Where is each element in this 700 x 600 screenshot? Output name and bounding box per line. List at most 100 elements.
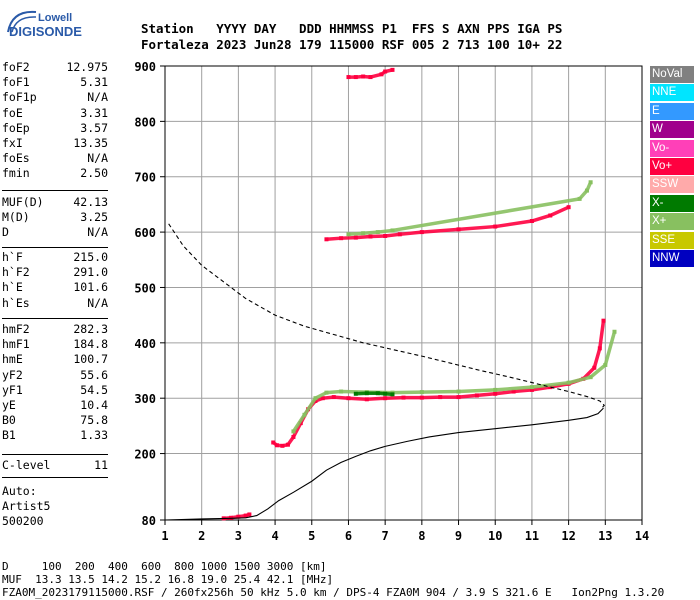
- echo-point: [397, 232, 402, 237]
- param-row-mufd: MUF(D) 42.13: [2, 195, 108, 211]
- echo-point: [566, 205, 571, 210]
- profile-dashed-line: [168, 223, 605, 409]
- param-value: N/A: [87, 225, 108, 240]
- param-label: D: [2, 225, 9, 240]
- param-label: hmF2: [2, 322, 30, 336]
- param-value: 12.975: [66, 60, 108, 74]
- x-tick-label: 5: [308, 529, 315, 543]
- x-tick-label: 10: [488, 529, 502, 543]
- param-row-fmin: fmin 2.50: [2, 166, 108, 182]
- echo-point: [419, 230, 424, 235]
- param-label: h`F2: [2, 265, 30, 280]
- echo-point: [474, 393, 479, 398]
- x-tick-label: 1: [161, 529, 168, 543]
- echo-point: [324, 237, 329, 242]
- echo-point: [390, 392, 395, 397]
- echo-point: [291, 429, 296, 434]
- param-row-foes: foEs N/A: [2, 151, 108, 167]
- echo-point: [588, 375, 593, 380]
- y-tick-label: 700: [134, 171, 156, 185]
- param-label: yE: [2, 398, 16, 412]
- echo-point: [339, 389, 344, 394]
- param-row-yf2: yF2 55.6: [2, 368, 108, 384]
- echo-point: [375, 391, 380, 396]
- echo-point: [324, 390, 329, 395]
- legend-item-x: X+: [650, 213, 694, 231]
- param-value: 3.57: [80, 120, 108, 135]
- param-separator: [2, 477, 108, 478]
- param-label: h`E: [2, 280, 23, 295]
- param-label: h`Es: [2, 295, 30, 310]
- param-label: B0: [2, 413, 16, 428]
- y-tick-label: 300: [134, 392, 156, 406]
- echo-point: [368, 75, 373, 80]
- param-label: foF2: [2, 60, 30, 74]
- param-label: yF2: [2, 367, 23, 382]
- echo-point: [456, 227, 461, 232]
- x-tick-label: 2: [198, 529, 205, 543]
- param-value: 3.31: [80, 105, 108, 120]
- footer-muf-row: MUF 13.3 13.5 14.2 15.2 16.8 19.0 25.4 4…: [2, 573, 334, 586]
- echo-point: [511, 389, 516, 394]
- param-row-hmf2: hmF2 282.3: [2, 322, 108, 338]
- param-row-hf2: h`F2 291.0: [2, 265, 108, 281]
- echo-point: [331, 395, 336, 400]
- echo-point: [612, 329, 617, 334]
- echo-point: [456, 395, 461, 400]
- legend-item-w: W: [650, 121, 694, 139]
- echo-point: [361, 74, 366, 79]
- echo-point: [577, 196, 582, 201]
- param-separator: [2, 247, 108, 248]
- echo-point: [313, 396, 318, 401]
- param-label: hmF1: [2, 337, 30, 352]
- echo-point: [390, 228, 395, 233]
- echo-point: [548, 213, 553, 218]
- param-row-b1: B1 1.33: [2, 428, 108, 444]
- x-tick-label: 14: [635, 529, 649, 543]
- echo-point: [383, 233, 388, 238]
- echo-point: [383, 391, 388, 396]
- auto-scaling-line: 500200: [2, 514, 44, 528]
- y-tick-label: 800: [134, 115, 156, 129]
- x-tick-label: 3: [235, 529, 242, 543]
- echo-point: [383, 69, 388, 74]
- param-row-yf1: yF1 54.5: [2, 383, 108, 399]
- param-row-fof1: foF1 5.31: [2, 75, 108, 91]
- param-label: foF1p: [2, 90, 37, 105]
- param-row-clevel: C-level 11: [2, 458, 108, 474]
- echo-point: [368, 234, 373, 239]
- echo-point: [493, 224, 498, 229]
- echo-point: [566, 380, 571, 385]
- param-value: 101.6: [73, 280, 108, 295]
- param-label: B1: [2, 428, 16, 443]
- legend-item-vo: Vo+: [650, 158, 694, 175]
- echo-point: [419, 395, 424, 400]
- param-value: 11: [94, 458, 108, 472]
- param-row-fof2: foF2 12.975: [2, 60, 108, 76]
- echo-point: [379, 72, 384, 77]
- param-label: yF1: [2, 382, 23, 397]
- param-label: fmin: [2, 166, 30, 181]
- x-tick-label: 6: [345, 529, 352, 543]
- y-tick-label: 400: [134, 337, 156, 351]
- param-label: foEs: [2, 151, 30, 166]
- echo-point: [584, 188, 589, 193]
- echo-point: [320, 396, 325, 401]
- echo-point: [529, 387, 534, 392]
- param-value: 2.50: [80, 166, 108, 181]
- param-value: 3.25: [80, 210, 108, 225]
- legend-item-x: X-: [650, 194, 694, 212]
- echo-point: [548, 385, 553, 390]
- echo-point: [438, 395, 443, 400]
- param-row-hmf1: hmF1 184.8: [2, 337, 108, 353]
- x-tick-label: 11: [525, 529, 539, 543]
- echo-point: [383, 396, 388, 401]
- param-row-ye: yE 10.4: [2, 398, 108, 414]
- echo-point: [588, 180, 593, 185]
- echo-point: [597, 346, 602, 351]
- x-tick-label: 8: [418, 529, 425, 543]
- param-row-he: h`E 101.6: [2, 280, 108, 296]
- param-value: 100.7: [73, 352, 108, 367]
- y-tick-label: 200: [134, 448, 156, 462]
- header-line-1: Station YYYY DAY DDD HHMMSS P1 FFS S AXN…: [141, 21, 563, 36]
